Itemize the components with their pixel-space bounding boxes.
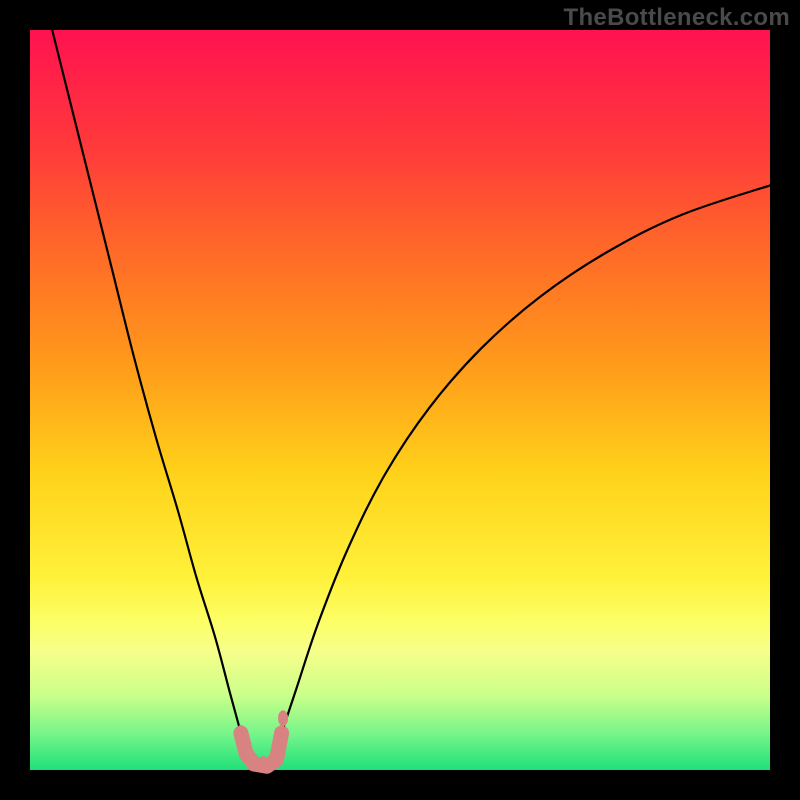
valley-marker (236, 725, 246, 741)
valley-marker (271, 747, 281, 763)
valley-marker (243, 747, 253, 763)
valley-marker (278, 710, 288, 726)
watermark-text: TheBottleneck.com (564, 4, 790, 32)
valley-marker (258, 756, 268, 772)
plot-background (30, 30, 770, 770)
chart-stage: TheBottleneck.com (0, 0, 800, 800)
valley-marker (277, 725, 287, 741)
bottleneck-chart (0, 0, 800, 800)
